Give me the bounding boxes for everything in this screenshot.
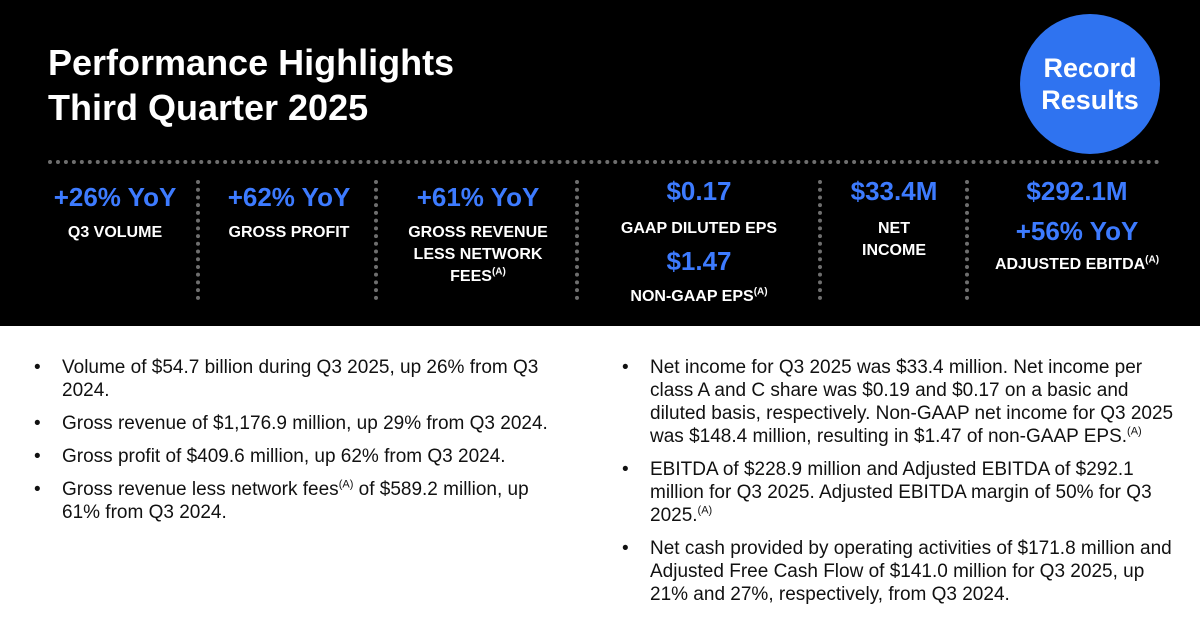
metric-adjusted-ebitda: $292.1M +56% YoY ADJUSTED EBITDA(A) bbox=[972, 176, 1182, 276]
bullet-list-left: Volume of $54.7 billion during Q3 2025, … bbox=[30, 356, 570, 534]
metric-value-gaap-eps: $0.17 bbox=[666, 176, 732, 206]
dotted-divider bbox=[48, 160, 1160, 164]
metric-value: $292.1M bbox=[1026, 176, 1128, 206]
metric-label: Q3 VOLUME bbox=[67, 224, 163, 241]
metric-divider bbox=[575, 180, 579, 300]
record-results-badge: Record Results bbox=[1020, 14, 1160, 154]
metric-value: +26% YoY bbox=[53, 182, 177, 212]
metric-divider bbox=[374, 180, 378, 300]
list-item: Volume of $54.7 billion during Q3 2025, … bbox=[30, 356, 570, 402]
list-item: Net income for Q3 2025 was $33.4 million… bbox=[618, 356, 1178, 448]
metric-eps: $0.17 GAAP DILUTED EPS $1.47 NON-GAAP EP… bbox=[584, 176, 814, 308]
metric-label-gaap-eps: GAAP DILUTED EPS bbox=[620, 220, 778, 237]
metric-gross-revenue-less-network-fees: +61% YoY GROSS REVENUE LESS NETWORK FEES… bbox=[384, 182, 572, 288]
page-title: Performance Highlights Third Quarter 202… bbox=[48, 40, 454, 130]
metric-label-non-gaap-eps: NON-GAAP EPS(A) bbox=[630, 286, 768, 305]
footnote-marker: (A) bbox=[1145, 254, 1160, 266]
metric-label-line-1: NET bbox=[878, 220, 910, 237]
list-item: Gross profit of $409.6 million, up 62% f… bbox=[30, 445, 570, 468]
metric-label-line-2: LESS NETWORK bbox=[413, 246, 543, 263]
metric-divider bbox=[818, 180, 822, 300]
list-item: EBITDA of $228.9 million and Adjusted EB… bbox=[618, 458, 1178, 527]
footnote-marker: (A) bbox=[753, 286, 768, 298]
metric-value-yoy: +56% YoY bbox=[1015, 216, 1139, 246]
metric-label-line-3: FEES(A) bbox=[450, 266, 506, 285]
list-item: Gross revenue of $1,176.9 million, up 29… bbox=[30, 412, 570, 435]
title-line-2: Third Quarter 2025 bbox=[48, 87, 369, 128]
metric-volume: +26% YoY Q3 VOLUME bbox=[32, 182, 198, 244]
metric-gross-profit: +62% YoY GROSS PROFIT bbox=[206, 182, 372, 244]
list-item: Net cash provided by operating activitie… bbox=[618, 537, 1178, 606]
title-line-1: Performance Highlights bbox=[48, 42, 455, 83]
metric-value: $33.4M bbox=[850, 176, 938, 206]
badge-line-1: Record bbox=[1043, 53, 1137, 83]
highlights-banner: Performance Highlights Third Quarter 202… bbox=[0, 0, 1200, 326]
metric-label-line-2: INCOME bbox=[862, 242, 926, 259]
badge-line-2: Results bbox=[1041, 85, 1139, 115]
metric-value: +61% YoY bbox=[416, 182, 540, 212]
footnote-marker: (A) bbox=[697, 504, 713, 517]
metric-label: GROSS PROFIT bbox=[228, 224, 350, 241]
metric-net-income: $33.4M NET INCOME bbox=[826, 176, 962, 262]
metric-value-non-gaap-eps: $1.47 bbox=[666, 246, 732, 276]
metric-label: ADJUSTED EBITDA(A) bbox=[994, 254, 1160, 273]
metric-value: +62% YoY bbox=[227, 182, 351, 212]
footnote-marker: (A) bbox=[491, 266, 506, 278]
footnote-marker: (A) bbox=[1127, 425, 1142, 438]
footnote-marker: (A) bbox=[338, 478, 354, 491]
bullet-list-right: Net income for Q3 2025 was $33.4 million… bbox=[618, 356, 1178, 616]
list-item: Gross revenue less network fees(A) of $5… bbox=[30, 478, 570, 524]
metric-divider bbox=[196, 180, 200, 300]
metric-divider bbox=[965, 180, 969, 300]
metric-label-line-1: GROSS REVENUE bbox=[408, 224, 548, 241]
